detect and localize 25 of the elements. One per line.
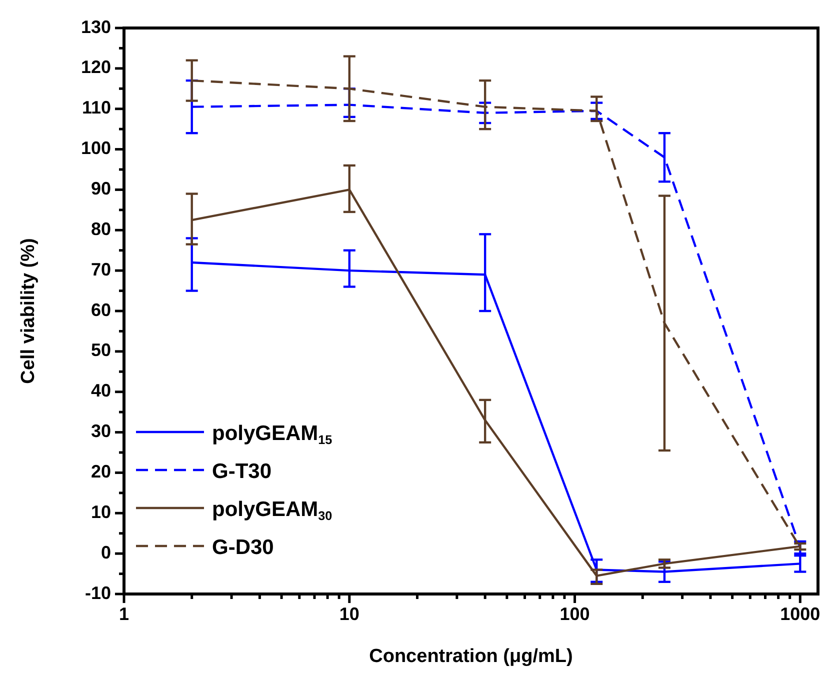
y-tick-label: 10 bbox=[90, 502, 111, 522]
y-axis-title: Cell viability (%) bbox=[18, 238, 39, 384]
legend-label: G-D30 bbox=[212, 536, 274, 559]
y-tick-label: 0 bbox=[100, 542, 111, 562]
y-tick-label: -10 bbox=[84, 582, 111, 603]
y-tick-label: 100 bbox=[80, 138, 111, 158]
y-tick-label: 40 bbox=[90, 380, 111, 401]
x-tick-label: 1 bbox=[118, 604, 130, 624]
y-tick-label: 110 bbox=[82, 98, 111, 118]
x-tick-label: 1000 bbox=[780, 604, 820, 624]
y-tick-label: 90 bbox=[90, 178, 111, 198]
y-tick-label: 20 bbox=[90, 461, 111, 482]
y-tick-label: 60 bbox=[90, 300, 111, 320]
x-axis-title: Concentration (μg/mL) bbox=[369, 646, 573, 667]
y-tick-label: 70 bbox=[90, 259, 111, 280]
y-tick-label: 30 bbox=[90, 421, 111, 442]
y-tick-label: 50 bbox=[90, 340, 111, 360]
legend-label: G-T30 bbox=[212, 460, 272, 483]
y-tick-label: 80 bbox=[90, 218, 111, 239]
legend-label: polyGEAM$_{30}$ bbox=[212, 498, 332, 524]
legend-label: polyGEAM$_{15}$ bbox=[212, 422, 332, 448]
y-tick-label: 130 bbox=[80, 16, 111, 37]
x-tick-label: 10 bbox=[339, 604, 360, 624]
x-tick-label: 100 bbox=[560, 604, 590, 624]
y-tick-label: 120 bbox=[80, 57, 111, 78]
